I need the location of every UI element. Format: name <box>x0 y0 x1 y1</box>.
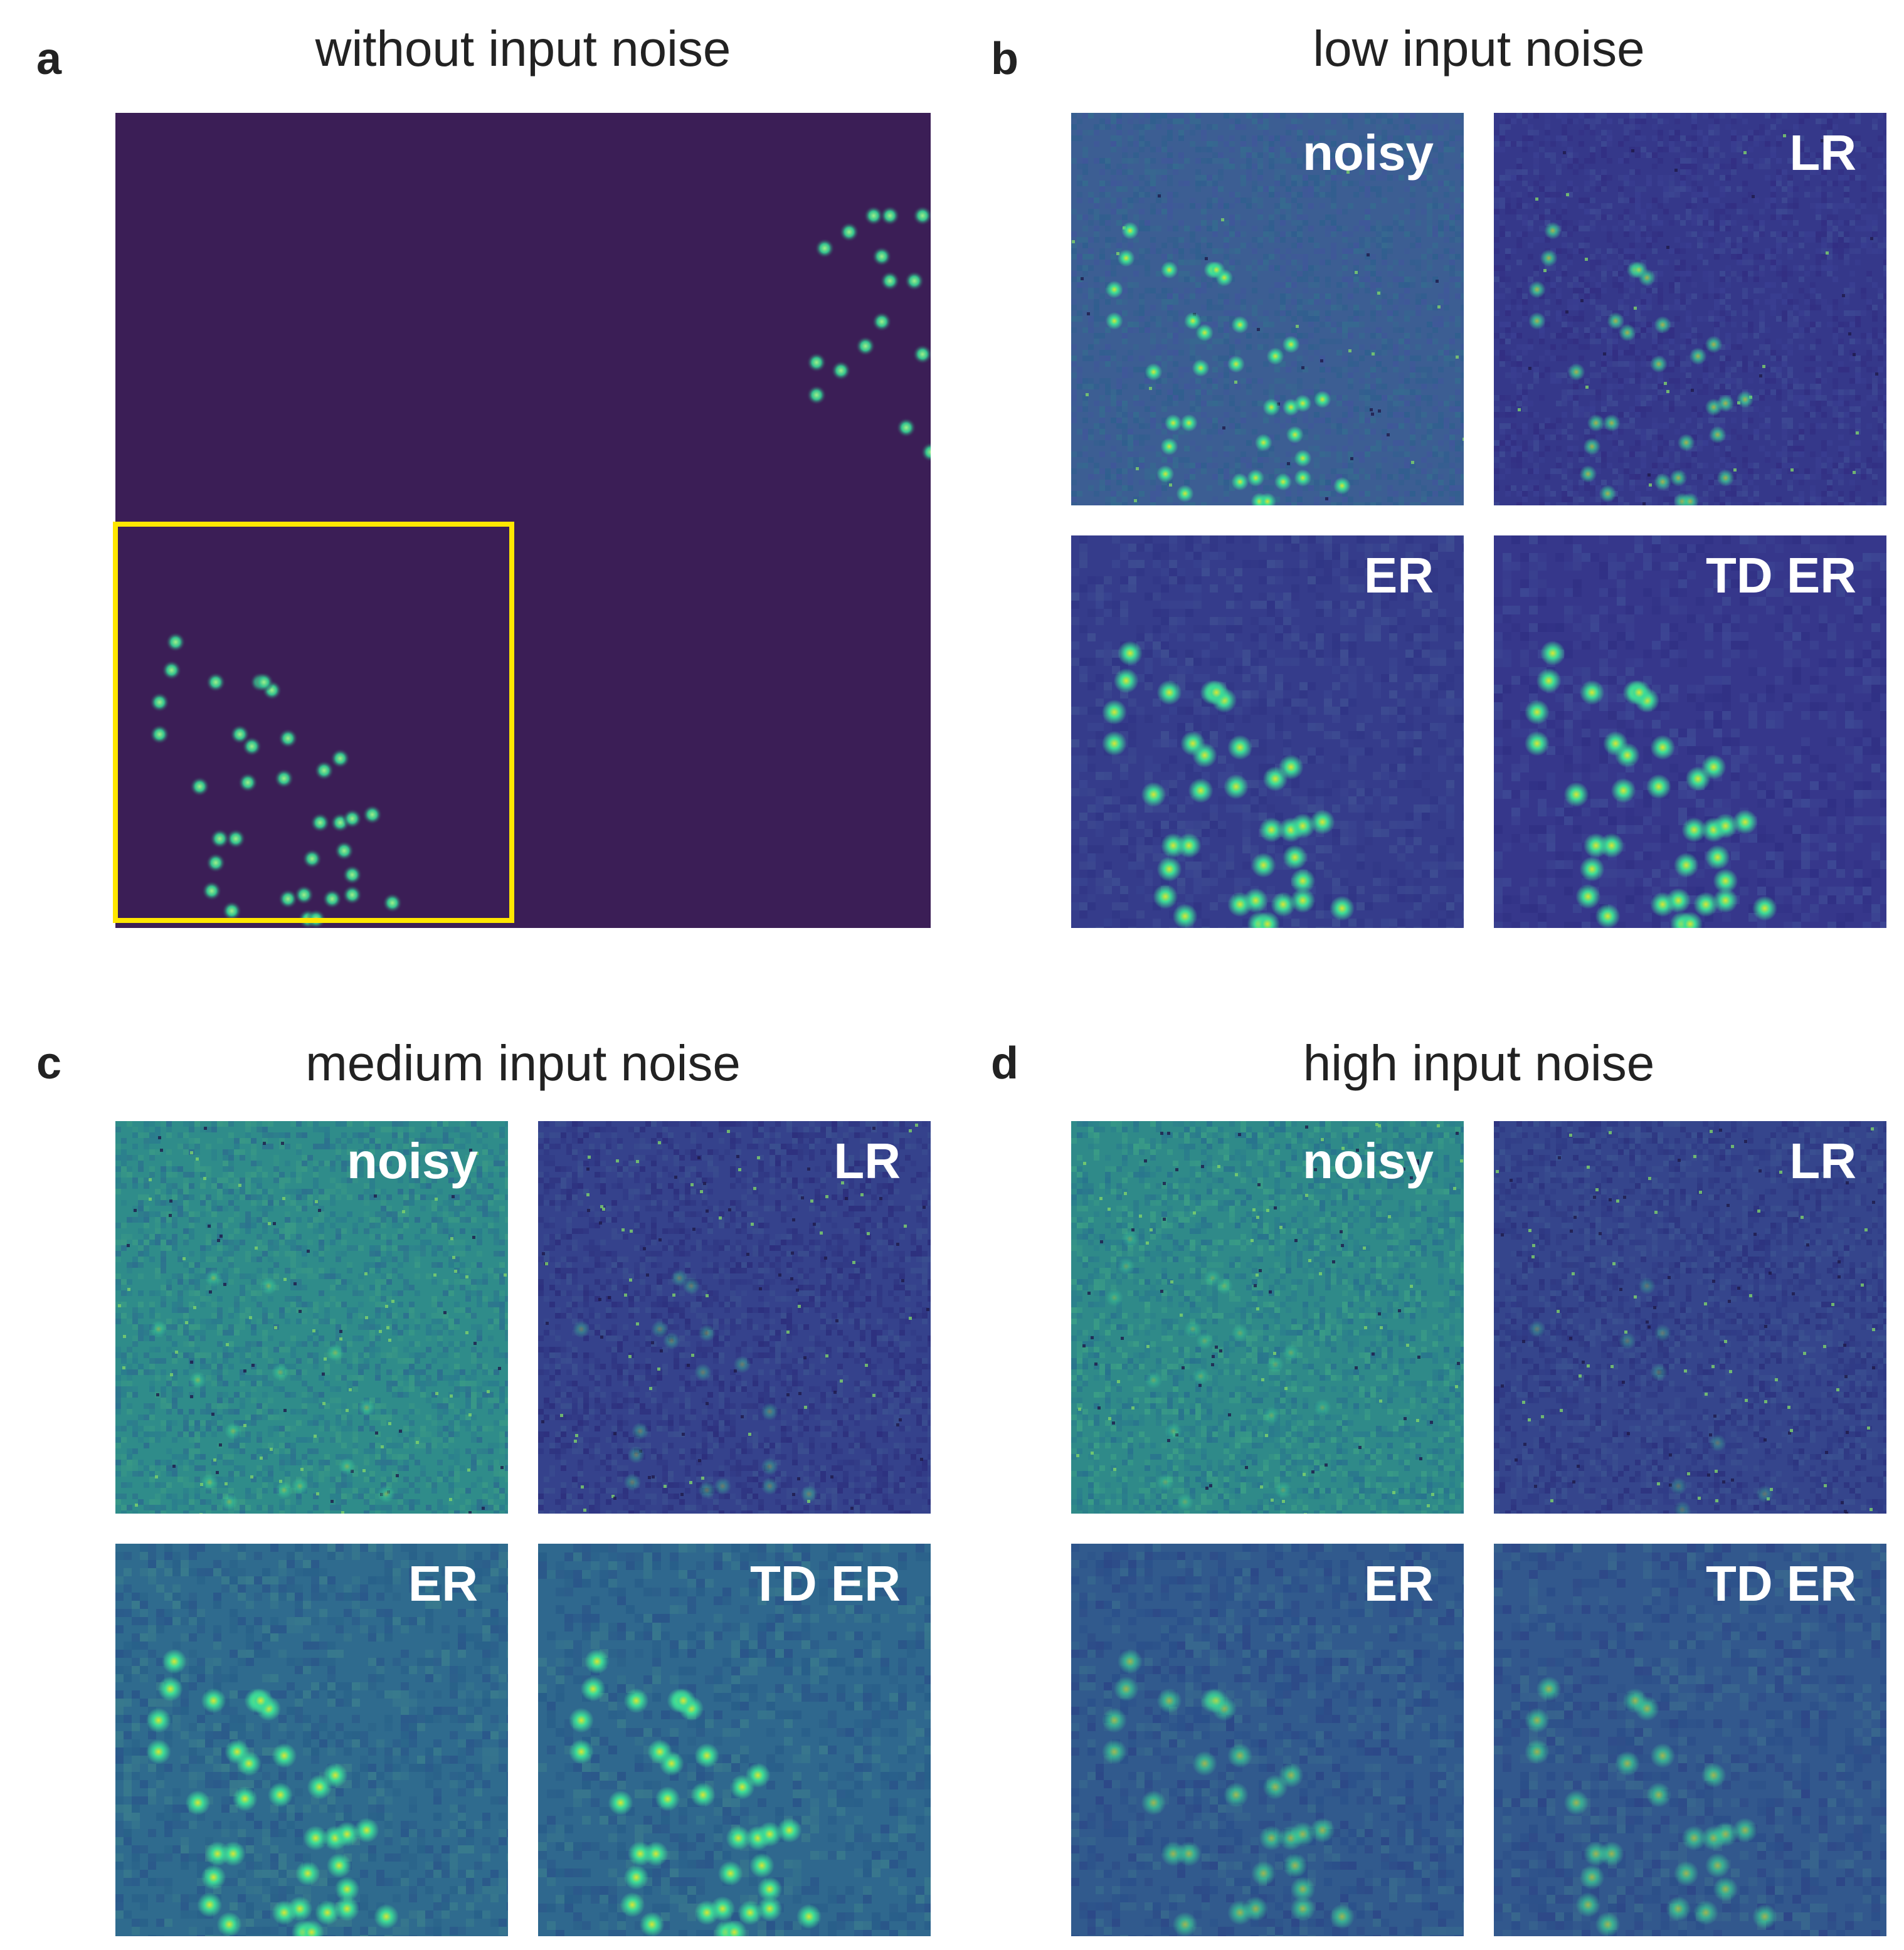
tile-image <box>1494 1121 1886 1514</box>
tile-image <box>1071 113 1464 505</box>
tile-label-noisy: noisy <box>1303 1136 1434 1186</box>
panel-c-td-er-tile: TD ER <box>538 1544 931 1936</box>
panel-title-c: medium input noise <box>115 1038 931 1088</box>
panel-b-td-er-tile: TD ER <box>1494 535 1886 928</box>
tile-image <box>1071 535 1464 928</box>
panel-d-td-er-tile: TD ER <box>1494 1544 1886 1936</box>
tile-image <box>1071 1544 1464 1936</box>
panel-d-lr-tile: LR <box>1494 1121 1886 1514</box>
tile-label-td-er: TD ER <box>1706 1559 1856 1609</box>
tile-label-noisy: noisy <box>1303 128 1434 178</box>
panel-b-noisy-tile: noisy <box>1071 113 1464 505</box>
tile-label-td-er: TD ER <box>750 1559 901 1609</box>
panel-b-er-tile: ER <box>1071 535 1464 928</box>
tile-label-lr: LR <box>833 1136 901 1186</box>
tile-image <box>1071 1121 1464 1514</box>
tile-image <box>1494 113 1886 505</box>
tile-label-noisy: noisy <box>347 1136 478 1186</box>
tile-label-er: ER <box>1364 1559 1434 1609</box>
panel-letter-a: a <box>36 36 61 82</box>
tile-label-er: ER <box>1364 551 1434 601</box>
tile-label-lr: LR <box>1789 1136 1856 1186</box>
tile-image <box>115 1544 508 1936</box>
tile-image <box>538 1544 931 1936</box>
panel-b-lr-tile: LR <box>1494 113 1886 505</box>
panel-c-er-tile: ER <box>115 1544 508 1936</box>
tile-label-td-er: TD ER <box>1706 551 1856 601</box>
panel-letter-b: b <box>991 36 1018 82</box>
panel-d-er-tile: ER <box>1071 1544 1464 1936</box>
panel-c-lr-tile: LR <box>538 1121 931 1514</box>
tile-image <box>115 1121 508 1514</box>
panel-title-d: high input noise <box>1071 1038 1886 1088</box>
tile-image <box>538 1121 931 1514</box>
panel-c-noisy-tile: noisy <box>115 1121 508 1514</box>
panel-a-blobs <box>149 206 931 928</box>
panel-a-image <box>115 113 931 928</box>
zoom-region-box <box>113 522 514 923</box>
panel-letter-d: d <box>991 1041 1018 1086</box>
panel-d-noisy-tile: noisy <box>1071 1121 1464 1514</box>
panel-letter-c: c <box>36 1041 61 1086</box>
tile-label-er: ER <box>408 1559 478 1609</box>
panel-title-a: without input noise <box>115 24 931 74</box>
tile-label-lr: LR <box>1789 128 1856 178</box>
panel-title-b: low input noise <box>1071 24 1886 74</box>
tile-image <box>1494 535 1886 928</box>
tile-image <box>1494 1544 1886 1936</box>
